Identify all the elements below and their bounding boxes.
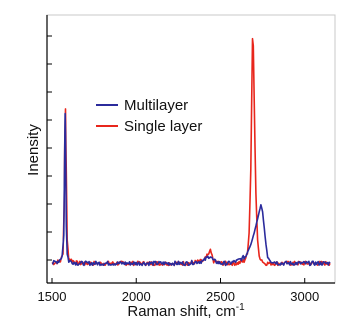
series-line-single-layer	[51, 37, 331, 267]
legend-label-single-layer: Single layer	[124, 118, 202, 135]
plot-frame	[46, 14, 336, 284]
x-tick-label: 1500	[38, 289, 67, 304]
y-axis-ticks	[47, 35, 52, 261]
x-axis-title-superscript: -1	[236, 302, 245, 313]
x-axis-title: Raman shift, cm-1	[127, 302, 245, 320]
x-axis-ticks	[51, 278, 306, 283]
legend-label-multilayer: Multilayer	[124, 97, 188, 114]
legend: Multilayer Single layer	[96, 97, 202, 135]
x-tick-label: 3000	[290, 289, 319, 304]
x-tick-label: 2500	[206, 289, 235, 304]
x-tick-label: 2000	[122, 289, 151, 304]
x-axis-title-main: Raman shift, cm	[127, 303, 235, 320]
series-line-multilayer	[51, 112, 331, 267]
series-lines	[51, 37, 331, 267]
x-axis-tick-labels: 1500 2000 2500 3000	[38, 289, 320, 304]
y-axis-title: Inensity	[25, 124, 42, 176]
